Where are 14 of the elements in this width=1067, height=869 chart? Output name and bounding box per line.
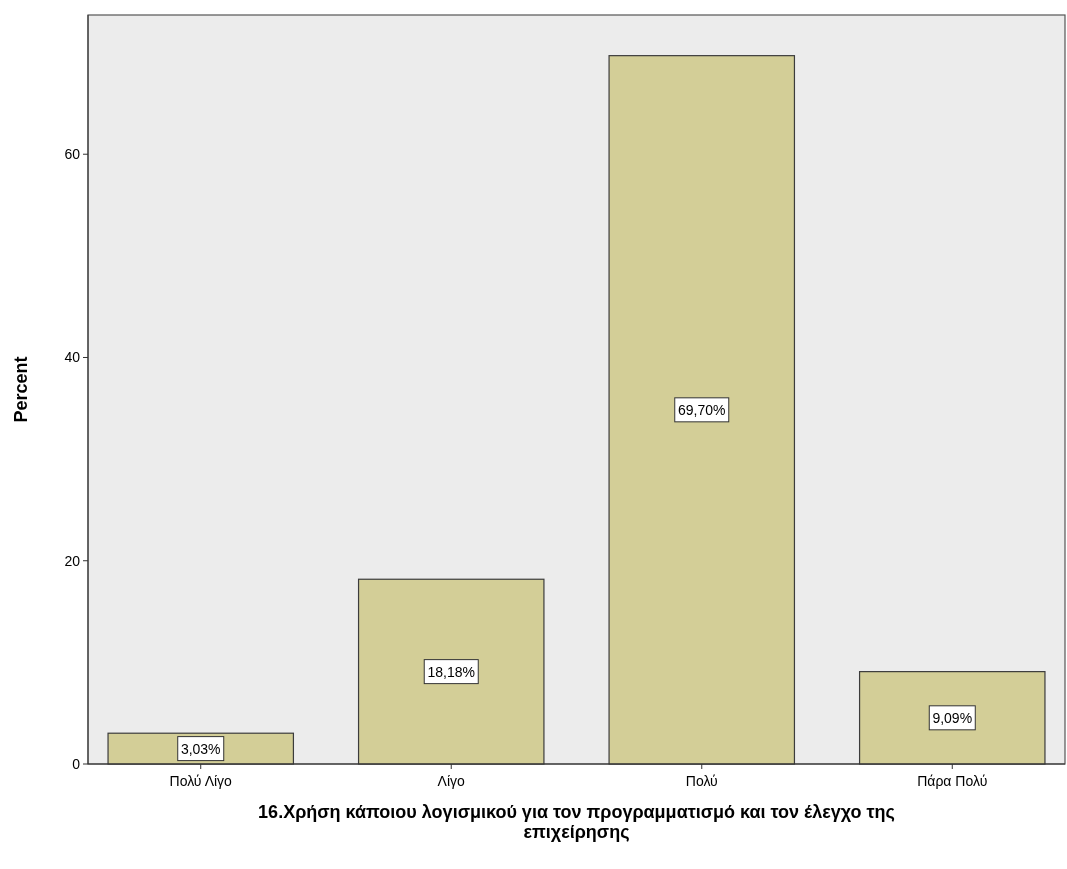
y-tick-label: 0 — [72, 756, 81, 772]
x-tick-label: Πολύ — [685, 773, 718, 789]
y-tick-label: 40 — [64, 349, 81, 366]
data-label: 3,03% — [180, 740, 221, 757]
y-tick-label: 60 — [64, 146, 81, 163]
x-axis-title: 16.Χρήση κάποιου λογισμικού για τον προγραμματισμό και τον έλεγχο της επιχείρησης — [258, 802, 895, 842]
data-label: 9,09% — [932, 709, 973, 726]
x-tick-label: Λίγο — [437, 773, 466, 789]
y-tick-label: 20 — [64, 552, 81, 569]
data-label: 69,70% — [678, 401, 726, 418]
y-axis-title: Percent — [11, 356, 31, 423]
x-tick-label: Πολύ Λίγο — [169, 773, 233, 789]
data-label: 18,18% — [427, 663, 475, 680]
x-tick-label: Πάρα Πολύ — [917, 773, 988, 789]
